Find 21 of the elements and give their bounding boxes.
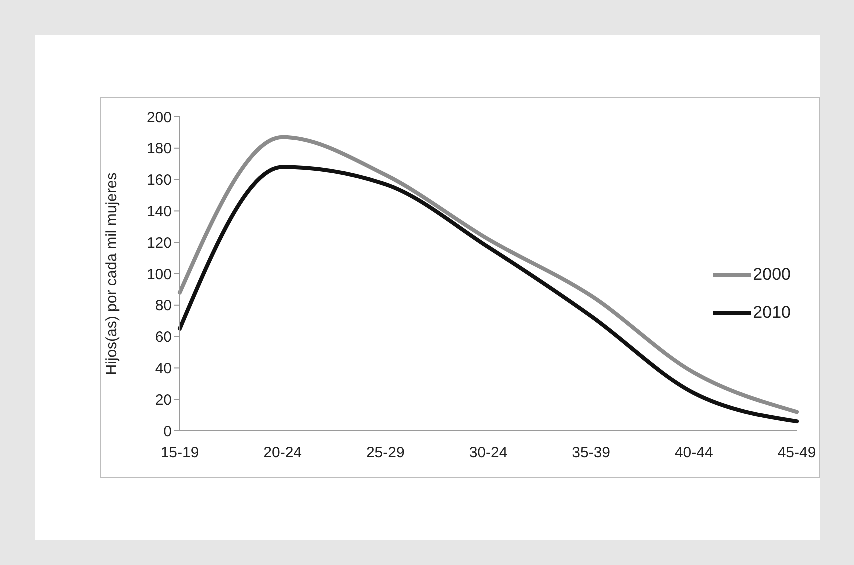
y-tick-label: 140 xyxy=(146,204,172,221)
y-tick-label: 60 xyxy=(155,329,172,346)
y-tick-label: 40 xyxy=(155,360,172,378)
y-tick-label: 120 xyxy=(146,234,172,252)
legend-label: 2000 xyxy=(753,265,791,285)
y-tick-label: 200 xyxy=(146,109,172,126)
x-tick-label: 35-39 xyxy=(572,444,611,462)
x-tick-label: 40-44 xyxy=(674,444,714,462)
x-tick-label: 20-24 xyxy=(264,444,302,462)
y-tick-label: 0 xyxy=(164,423,172,440)
y-tick-label: 80 xyxy=(155,298,172,315)
y-tick-label: 160 xyxy=(146,172,172,190)
y-tick-label: 100 xyxy=(146,266,172,284)
x-tick-label: 15-19 xyxy=(160,444,200,462)
x-tick-label: 25-29 xyxy=(366,444,405,462)
legend-label: 2010 xyxy=(753,303,791,323)
x-tick-label: 45-49 xyxy=(778,444,816,462)
x-tick-label: 30-24 xyxy=(469,444,508,462)
y-tick-label: 180 xyxy=(146,140,172,158)
y-axis-title: Hijos(as) por cada mil mujeres xyxy=(103,172,120,376)
y-tick-label: 20 xyxy=(155,392,172,409)
